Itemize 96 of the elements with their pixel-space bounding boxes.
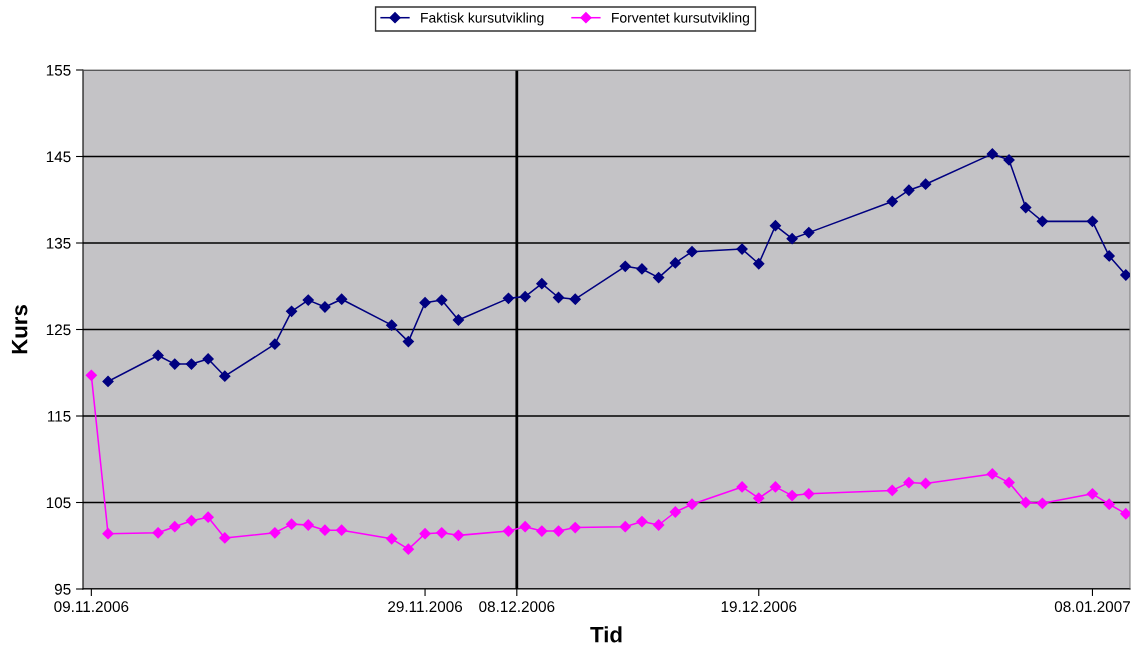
point: [903, 184, 915, 196]
point: [386, 319, 398, 331]
point: [803, 488, 815, 500]
point: [502, 292, 515, 304]
point: [1120, 269, 1130, 281]
point: [302, 294, 314, 306]
y-tick-label: 145: [46, 151, 71, 163]
point: [452, 529, 465, 541]
point: [202, 511, 214, 523]
point: [920, 477, 932, 490]
point: [152, 349, 164, 362]
point: [753, 492, 765, 504]
x-tick-label: 08.01.2007: [1054, 601, 1130, 613]
point: [569, 521, 581, 534]
y-axis-title: Kurs: [11, 305, 28, 354]
point: [102, 528, 114, 540]
point: [436, 294, 448, 306]
point: [402, 336, 414, 348]
point: [686, 498, 698, 510]
point: [302, 519, 314, 531]
point: [1020, 201, 1032, 214]
point: [669, 506, 681, 518]
point: [1086, 488, 1099, 500]
point: [1103, 498, 1115, 510]
point: [202, 353, 214, 365]
point: [319, 524, 331, 536]
point: [636, 515, 648, 528]
point: [102, 375, 114, 388]
point: [986, 468, 998, 480]
point: [769, 220, 782, 232]
point: [386, 533, 398, 545]
point: [920, 178, 932, 190]
point: [552, 291, 565, 304]
y-tick-label: 115: [48, 411, 71, 422]
point: [569, 293, 581, 305]
point: [536, 278, 548, 290]
point: [1020, 496, 1032, 509]
y-tick-label: 135: [46, 237, 71, 249]
point: [769, 481, 782, 493]
point: [619, 521, 631, 533]
point: [85, 369, 97, 381]
point: [519, 291, 531, 303]
point: [269, 338, 281, 350]
point: [336, 293, 348, 305]
point: [619, 260, 631, 272]
point: [219, 370, 231, 382]
y-tick-label: 155: [46, 65, 71, 76]
point: [1036, 215, 1049, 227]
x-tick-label: 09.11.2006: [54, 601, 129, 613]
point: [219, 532, 231, 544]
point: [1003, 477, 1015, 489]
y-tick-label: 125: [46, 324, 71, 336]
point: [436, 527, 448, 539]
point: [803, 227, 815, 239]
x-tick-label: 29.11.2006: [388, 601, 463, 613]
point: [185, 515, 198, 527]
point: [502, 525, 515, 537]
point: [269, 527, 281, 539]
x-tick-label: 19.12.2006: [721, 601, 797, 613]
point: [519, 521, 531, 533]
point: [452, 314, 465, 326]
point: [285, 518, 298, 530]
point: [1103, 250, 1115, 262]
legend-label: Faktisk kursutvikling: [421, 12, 544, 26]
point: [285, 305, 298, 317]
point: [736, 243, 748, 255]
point: [886, 484, 898, 496]
point: [152, 527, 164, 539]
point: [669, 257, 681, 269]
point: [1120, 508, 1130, 520]
point: [653, 271, 665, 284]
point: [536, 525, 548, 537]
point: [736, 481, 748, 493]
point: [419, 528, 431, 540]
point: [185, 358, 198, 370]
point: [653, 519, 665, 531]
point: [1086, 215, 1099, 227]
point: [786, 233, 798, 245]
point: [419, 297, 431, 309]
point: [169, 521, 181, 533]
x-tick-label: 08.12.2006: [479, 601, 555, 613]
point: [336, 524, 348, 536]
point: [786, 489, 798, 502]
point: [903, 477, 915, 489]
point: [886, 195, 898, 208]
point: [686, 246, 698, 258]
point: [753, 258, 765, 270]
point: [402, 543, 414, 555]
point: [986, 148, 998, 160]
point: [169, 358, 181, 370]
y-tick-label: 95: [54, 583, 71, 595]
point: [552, 525, 565, 537]
point: [1036, 497, 1049, 509]
y-tick-label: 105: [46, 497, 71, 509]
legend-label: Forventet kursutvikling: [612, 12, 749, 26]
x-axis-title: Tid: [590, 626, 622, 643]
